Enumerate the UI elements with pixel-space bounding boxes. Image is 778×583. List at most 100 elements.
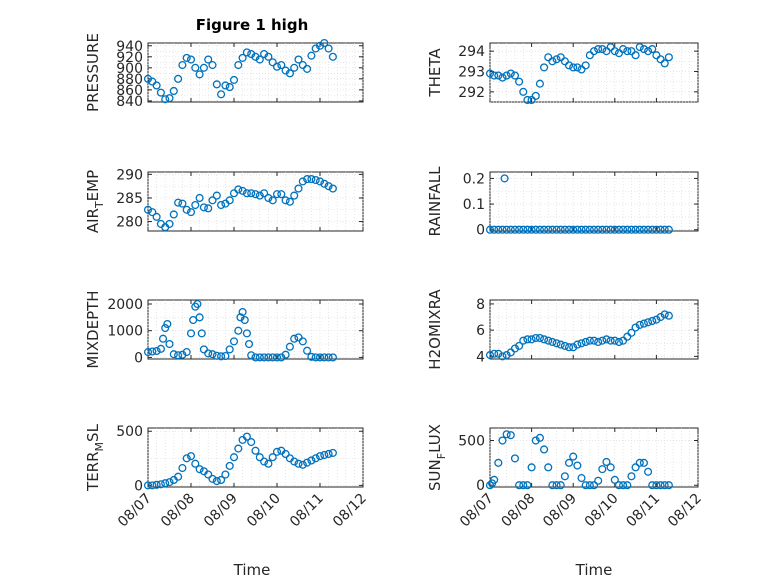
data-point [247, 189, 256, 198]
data-point [272, 190, 282, 199]
data-point [648, 481, 657, 490]
data-point [581, 225, 590, 234]
data-point [245, 339, 254, 349]
data-point [619, 45, 628, 54]
data-point [523, 481, 532, 490]
data-point [519, 87, 528, 96]
data-point [277, 61, 286, 70]
data-point [510, 225, 520, 234]
ylabel-main: SUN [426, 459, 444, 491]
data-point [186, 208, 196, 217]
data-point [272, 353, 282, 362]
data-point [143, 205, 153, 214]
data-point [204, 204, 213, 213]
data-point [544, 336, 553, 345]
data-point [564, 343, 574, 352]
data-point [540, 63, 549, 72]
ylabel-mixdepth: MIXDEPTH [84, 290, 102, 368]
ylabel-main: RAINFALL [426, 166, 444, 237]
data-point [255, 55, 264, 64]
data-point [485, 351, 495, 360]
data-point [268, 353, 277, 362]
data-point [307, 456, 316, 465]
ylabel-subscript: M [93, 442, 106, 452]
data-point [515, 481, 524, 490]
data-point [523, 335, 532, 344]
y-tick-label: 0 [476, 478, 485, 494]
data-point [494, 71, 503, 80]
data-point [531, 91, 540, 100]
data-point [260, 457, 269, 466]
data-point [268, 196, 277, 205]
data-point [548, 481, 557, 490]
x-tick-label: 08/07 [457, 491, 497, 531]
data-point [594, 337, 603, 347]
y-tick-label: 940 [116, 39, 143, 55]
y-tick-label: 1000 [107, 324, 143, 340]
data-point [315, 452, 325, 461]
data-point [569, 343, 578, 352]
ylabel-terr-msl: TERRMSL [84, 423, 106, 492]
data-point [652, 481, 661, 490]
data-point [648, 225, 657, 234]
data-point [174, 74, 183, 83]
y-tick-label: 6 [476, 323, 485, 339]
data-point [660, 225, 669, 234]
data-point [182, 348, 191, 357]
data-point [229, 453, 239, 462]
data-point [535, 433, 544, 442]
data-point [502, 351, 511, 360]
data-point [320, 179, 329, 188]
data-point [564, 225, 574, 234]
data-point [623, 481, 632, 490]
data-point [161, 95, 170, 104]
data-point [311, 454, 320, 463]
data-point [556, 53, 565, 62]
data-point [598, 336, 607, 345]
data-point [148, 347, 157, 356]
data-point [208, 350, 217, 359]
data-point [519, 336, 528, 345]
data-point [602, 225, 611, 234]
data-point [242, 189, 251, 198]
data-point [294, 184, 303, 193]
data-point [531, 333, 540, 343]
data-point [527, 95, 536, 105]
data-point [191, 200, 200, 210]
data-point [186, 55, 196, 64]
axes-box-mixdepth [147, 299, 364, 360]
data-point [506, 225, 515, 234]
data-point [208, 196, 217, 205]
data-point [515, 225, 524, 234]
data-point [535, 79, 544, 88]
xlabel-right: Time [575, 561, 613, 579]
data-point [627, 328, 636, 337]
data-point [664, 225, 673, 234]
data-point [598, 45, 607, 54]
data-point [502, 430, 511, 439]
data-point [589, 481, 599, 490]
data-point [490, 225, 499, 234]
data-point [255, 353, 264, 362]
data-point [163, 319, 172, 329]
data-point [606, 463, 615, 472]
data-point [515, 77, 524, 86]
data-point [298, 460, 307, 469]
data-point [307, 175, 316, 184]
subplot-h2omixra: 4 6 8 H2OMIXRA [426, 289, 699, 370]
y-tick-label: 0 [134, 350, 143, 366]
data-point [552, 225, 561, 234]
data-point [152, 212, 161, 221]
ylabel-main: AIR [84, 208, 102, 233]
data-point [143, 348, 153, 357]
data-point [221, 470, 230, 479]
y-tick-label: 920 [116, 50, 143, 66]
data-point [627, 472, 636, 481]
data-point [212, 476, 221, 486]
data-point [527, 225, 536, 234]
data-point [610, 47, 619, 56]
data-point [272, 62, 282, 71]
data-point [652, 315, 661, 324]
data-point [656, 225, 665, 234]
y-tick-label: 900 [116, 61, 143, 77]
